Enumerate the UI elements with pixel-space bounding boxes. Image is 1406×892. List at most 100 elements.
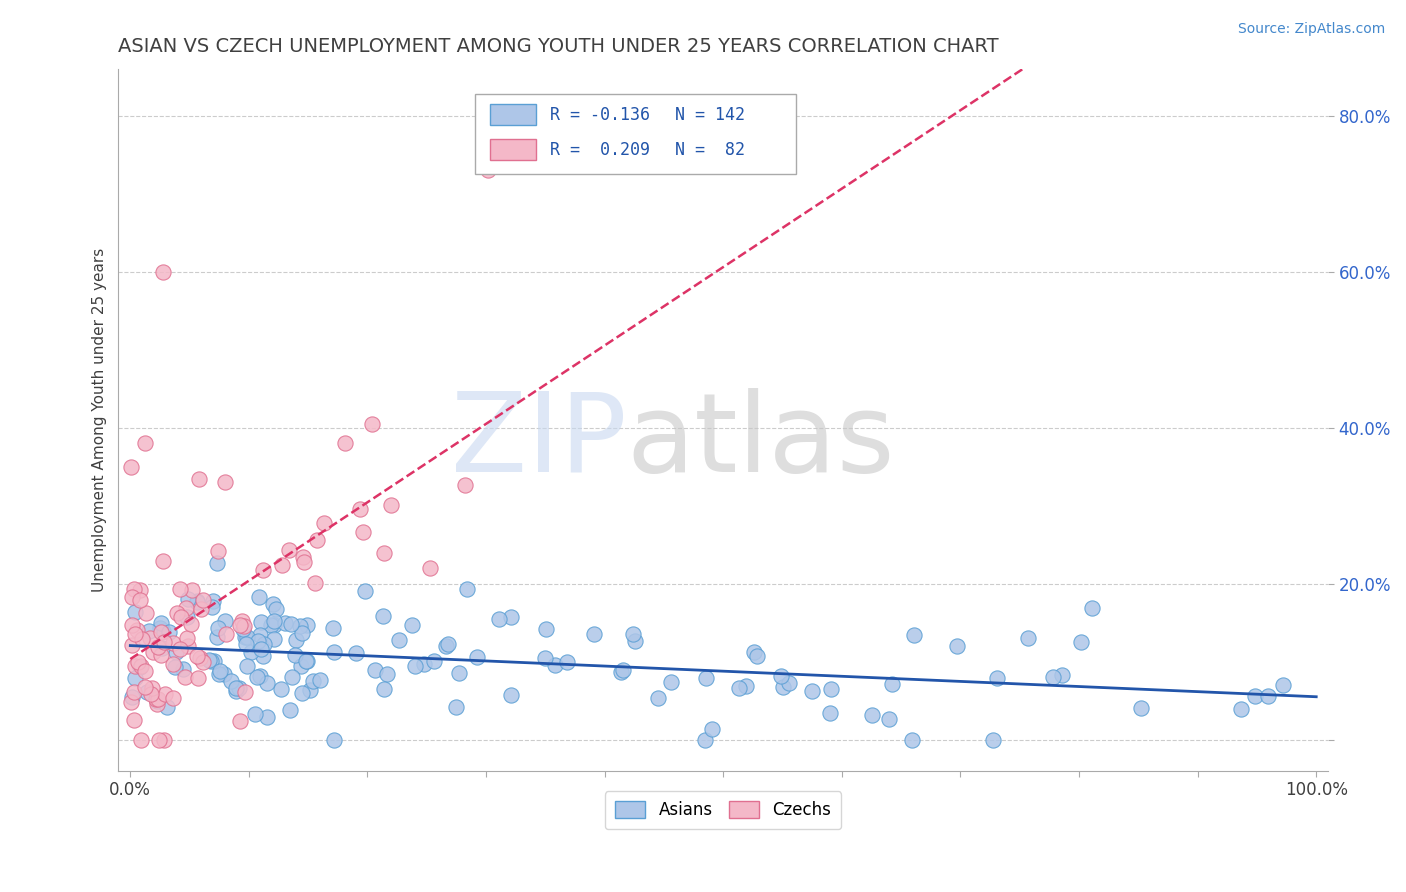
Asians (882, 677, 904, 691)
Asians (270, 681, 292, 696)
Asians (236, 630, 259, 644)
Asians (207, 630, 229, 644)
Czechs (124, 685, 146, 699)
Asians (375, 666, 398, 681)
Asians (290, 659, 312, 673)
Asians (262, 597, 284, 611)
Text: Source: ZipAtlas.com: Source: ZipAtlas.com (1237, 22, 1385, 37)
Asians (801, 683, 824, 698)
Asians (612, 663, 634, 677)
Asians (1052, 668, 1074, 682)
Asians (621, 627, 644, 641)
Asians (659, 675, 682, 690)
Asians (387, 632, 409, 647)
Czechs (121, 638, 143, 652)
Czechs (419, 561, 441, 575)
Asians (903, 627, 925, 641)
Czechs (134, 436, 156, 450)
Czechs (121, 618, 143, 632)
Asians (609, 665, 631, 680)
Czechs (360, 417, 382, 431)
Asians (233, 630, 256, 644)
Asians (879, 712, 901, 726)
Czechs (162, 657, 184, 671)
Czechs (277, 543, 299, 558)
Asians (534, 622, 557, 636)
Asians (235, 658, 257, 673)
Czechs (270, 558, 292, 572)
Asians (693, 732, 716, 747)
Asians (202, 654, 225, 668)
Asians (214, 614, 236, 628)
Asians (298, 683, 321, 698)
Asians (252, 637, 274, 651)
Asians (404, 658, 426, 673)
Asians (364, 663, 387, 677)
Asians (172, 662, 194, 676)
Asians (291, 626, 314, 640)
Czechs (121, 459, 143, 474)
Bar (489, 139, 536, 161)
Asians (249, 628, 271, 642)
Czechs (252, 563, 274, 577)
FancyBboxPatch shape (475, 94, 796, 174)
Czechs (229, 714, 252, 728)
Y-axis label: Unemployment Among Youth under 25 years: Unemployment Among Youth under 25 years (93, 248, 107, 592)
Czechs (207, 543, 229, 558)
Asians (1130, 700, 1153, 714)
Czechs (314, 516, 336, 530)
Asians (447, 665, 470, 680)
Asians (281, 670, 304, 684)
Asians (772, 680, 794, 694)
Asians (860, 708, 883, 723)
Czechs (146, 698, 169, 712)
Asians (309, 673, 332, 687)
Asians (186, 595, 208, 609)
Czechs (141, 687, 163, 701)
Asians (373, 681, 395, 696)
Czechs (145, 691, 167, 706)
Asians (245, 707, 267, 722)
Czechs (129, 592, 152, 607)
Asians (176, 610, 198, 624)
Asians (274, 616, 297, 631)
Czechs (187, 472, 209, 486)
Czechs (229, 618, 252, 632)
Asians (128, 660, 150, 674)
Asians (156, 700, 179, 714)
Asians (820, 681, 842, 696)
Asians (533, 651, 555, 665)
Czechs (129, 582, 152, 597)
Asians (401, 617, 423, 632)
Asians (136, 685, 159, 699)
Asians (1070, 635, 1092, 649)
Czechs (191, 593, 214, 607)
Asians (295, 654, 318, 668)
Asians (152, 624, 174, 639)
Asians (235, 637, 257, 651)
Asians (284, 633, 307, 648)
Czechs (124, 659, 146, 673)
Czechs (166, 606, 188, 620)
Asians (1017, 631, 1039, 645)
Asians (256, 676, 278, 690)
Asians (165, 645, 187, 659)
Asians (256, 710, 278, 724)
Asians (124, 605, 146, 619)
Legend: Asians, Czechs: Asians, Czechs (605, 791, 841, 830)
Asians (770, 669, 793, 683)
Asians (344, 646, 367, 660)
Asians (1042, 670, 1064, 684)
Asians (197, 653, 219, 667)
Czechs (122, 582, 145, 596)
Czechs (292, 555, 315, 569)
Czechs (146, 692, 169, 706)
Text: ZIP: ZIP (451, 387, 627, 494)
Czechs (121, 590, 143, 604)
Czechs (186, 649, 208, 664)
Asians (488, 612, 510, 626)
Asians (278, 703, 301, 717)
Asians (260, 617, 283, 632)
Czechs (124, 627, 146, 641)
Czechs (304, 576, 326, 591)
